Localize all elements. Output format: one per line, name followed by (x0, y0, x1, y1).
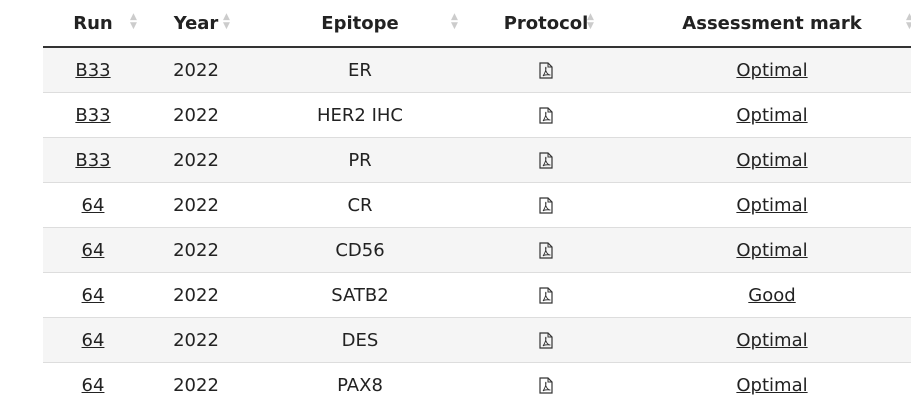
pdf-file-icon[interactable] (539, 240, 553, 261)
year-cell: 2022 (143, 362, 249, 407)
epitope-cell: SATB2 (249, 272, 471, 318)
run-link[interactable]: 64 (81, 239, 105, 261)
assessment-cell: Optimal (621, 92, 911, 138)
run-cell: B33 (43, 46, 143, 93)
protocol-cell (471, 92, 621, 138)
run-link[interactable]: 64 (81, 284, 105, 306)
year-cell: 2022 (143, 46, 249, 93)
run-link[interactable]: 64 (81, 374, 105, 396)
run-cell: 64 (43, 227, 143, 273)
assessment-cell: Optimal (621, 317, 911, 363)
epitope-cell: PAX8 (249, 362, 471, 407)
year-cell: 2022 (143, 227, 249, 273)
assessment-cell: Optimal (621, 227, 911, 273)
header-label: Year (173, 12, 219, 34)
table-row: 64 2022 SATB2 Good (43, 272, 911, 318)
protocol-cell (471, 227, 621, 273)
run-link[interactable]: B33 (75, 149, 111, 171)
assessment-cell: Optimal (621, 362, 911, 407)
assessment-link[interactable]: Optimal (736, 239, 808, 261)
year-cell: 2022 (143, 272, 249, 318)
pdf-file-icon[interactable] (539, 60, 553, 81)
year-cell: 2022 (143, 317, 249, 363)
assessment-link[interactable]: Optimal (736, 329, 808, 351)
assessment-link[interactable]: Optimal (736, 104, 808, 126)
column-header[interactable]: Assessment mark ▲ ▼ (621, 0, 911, 48)
column-header[interactable]: Run ▲ ▼ (43, 0, 143, 48)
protocol-cell (471, 46, 621, 93)
run-cell: 64 (43, 182, 143, 228)
assessment-link[interactable]: Good (748, 284, 796, 306)
assessment-cell: Good (621, 272, 911, 318)
protocol-cell (471, 317, 621, 363)
header-label: Epitope (321, 12, 399, 34)
pdf-file-icon[interactable] (539, 330, 553, 351)
column-header[interactable]: Epitope ▲ ▼ (249, 0, 471, 48)
year-cell: 2022 (143, 137, 249, 183)
protocol-cell (471, 272, 621, 318)
run-cell: 64 (43, 362, 143, 407)
epitope-cell: CD56 (249, 227, 471, 273)
table-row: B33 2022 PR Optimal (43, 137, 911, 183)
assessment-link[interactable]: Optimal (736, 374, 808, 396)
table-row: 64 2022 CD56 Optimal (43, 227, 911, 273)
run-link[interactable]: B33 (75, 104, 111, 126)
assessment-link[interactable]: Optimal (736, 59, 808, 81)
sort-arrows-icon[interactable]: ▲ ▼ (223, 12, 230, 31)
run-cell: B33 (43, 92, 143, 138)
year-cell: 2022 (143, 182, 249, 228)
assessment-cell: Optimal (621, 182, 911, 228)
pdf-file-icon[interactable] (539, 150, 553, 171)
table-row: 64 2022 DES Optimal (43, 317, 911, 363)
sort-arrows-icon[interactable]: ▲ ▼ (130, 12, 137, 31)
pdf-file-icon[interactable] (539, 375, 553, 396)
year-cell: 2022 (143, 92, 249, 138)
results-table: Run ▲ ▼ Year ▲ ▼ Epitope ▲ ▼ Protocol ▲ ▼ Assessment… (43, 0, 911, 407)
pdf-file-icon[interactable] (539, 195, 553, 216)
table-row: B33 2022 ER Optimal (43, 46, 911, 93)
header-label: Protocol (503, 12, 589, 34)
protocol-cell (471, 137, 621, 183)
sort-arrows-icon[interactable]: ▲ ▼ (906, 12, 911, 31)
pdf-file-icon[interactable] (539, 285, 553, 306)
run-link[interactable]: B33 (75, 59, 111, 81)
table-row: B33 2022 HER2 IHC Optimal (43, 92, 911, 138)
assessment-link[interactable]: Optimal (736, 194, 808, 216)
epitope-cell: ER (249, 46, 471, 93)
header-label: Run (73, 12, 113, 34)
epitope-cell: PR (249, 137, 471, 183)
column-header[interactable]: Protocol ▲ ▼ (471, 0, 621, 48)
epitope-cell: HER2 IHC (249, 92, 471, 138)
run-cell: B33 (43, 137, 143, 183)
run-cell: 64 (43, 317, 143, 363)
epitope-cell: DES (249, 317, 471, 363)
assessment-link[interactable]: Optimal (736, 149, 808, 171)
table-row: 64 2022 CR Optimal (43, 182, 911, 228)
protocol-cell (471, 182, 621, 228)
table-row: 64 2022 PAX8 Optimal (43, 362, 911, 407)
assessment-cell: Optimal (621, 137, 911, 183)
header-label: Assessment mark (682, 12, 862, 34)
sort-arrows-icon[interactable]: ▲ ▼ (451, 12, 458, 31)
run-link[interactable]: 64 (81, 194, 105, 216)
protocol-cell (471, 362, 621, 407)
pdf-file-icon[interactable] (539, 105, 553, 126)
sort-arrows-icon[interactable]: ▲ ▼ (587, 12, 594, 31)
run-cell: 64 (43, 272, 143, 318)
column-header[interactable]: Year ▲ ▼ (143, 0, 249, 48)
assessment-cell: Optimal (621, 46, 911, 93)
epitope-cell: CR (249, 182, 471, 228)
run-link[interactable]: 64 (81, 329, 105, 351)
